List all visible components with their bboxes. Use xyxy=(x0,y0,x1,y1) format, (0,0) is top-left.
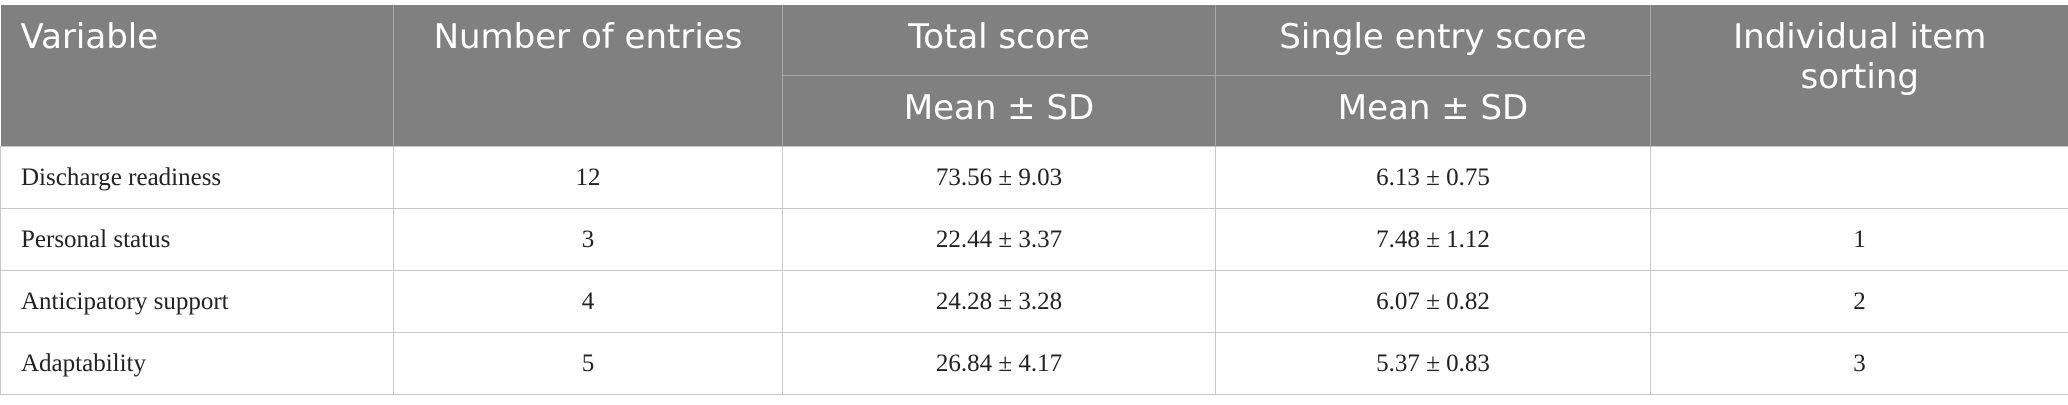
header-cell: Variable xyxy=(0,5,394,147)
table-row: Anticipatory support 4 24.28 ± 3.28 6.07 ± … xyxy=(0,270,2068,333)
table-cell xyxy=(1650,146,2068,209)
header-cell: Single entry score xyxy=(1215,5,1651,76)
table-cell: 12 xyxy=(393,146,783,209)
data-table: Variable Number of entries Total score S… xyxy=(0,5,2068,395)
table-row: Personal status 3 22.44 ± 3.37 7.48 ± 1.12 1 xyxy=(0,208,2068,271)
table-cell: 3 xyxy=(1650,332,2068,395)
table-cell: 26.84 ± 4.17 xyxy=(782,332,1216,395)
table-cell: Anticipatory support xyxy=(0,270,394,333)
table-body: Discharge readiness 12 73.56 ± 9.03 6.13 ± … xyxy=(0,146,2068,395)
header-cell: Mean ± SD xyxy=(782,75,1216,147)
table-row: Adaptability 5 26.84 ± 4.17 5.37 ± 0.83 3 xyxy=(0,332,2068,395)
table-cell: 7.48 ± 1.12 xyxy=(1215,208,1651,271)
header-cell: Mean ± SD xyxy=(1215,75,1651,147)
table-cell: 73.56 ± 9.03 xyxy=(782,146,1216,209)
header-cell: Total score xyxy=(782,5,1216,76)
table-cell: 2 xyxy=(1650,270,2068,333)
table-cell: 24.28 ± 3.28 xyxy=(782,270,1216,333)
table-cell: Adaptability xyxy=(0,332,394,395)
table-cell: Discharge readiness xyxy=(0,146,394,209)
table-cell: 22.44 ± 3.37 xyxy=(782,208,1216,271)
table-cell: 4 xyxy=(393,270,783,333)
header-cell: Individual item sorting xyxy=(1650,5,2068,147)
table-cell: Personal status xyxy=(0,208,394,271)
table-cell: 1 xyxy=(1650,208,2068,271)
table-cell: 6.07 ± 0.82 xyxy=(1215,270,1651,333)
table-cell: 5.37 ± 0.83 xyxy=(1215,332,1651,395)
table-cell: 3 xyxy=(393,208,783,271)
table-cell: 5 xyxy=(393,332,783,395)
table-row: Discharge readiness 12 73.56 ± 9.03 6.13 ± … xyxy=(0,146,2068,209)
table-cell: 6.13 ± 0.75 xyxy=(1215,146,1651,209)
header-cell: Number of entries xyxy=(393,5,783,147)
